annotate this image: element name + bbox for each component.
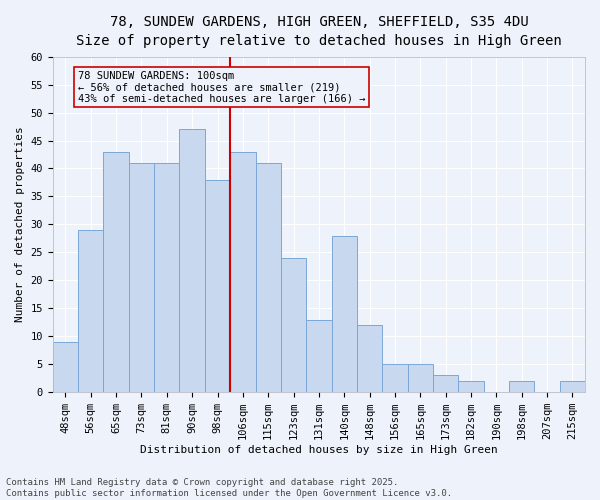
Title: 78, SUNDEW GARDENS, HIGH GREEN, SHEFFIELD, S35 4DU
Size of property relative to : 78, SUNDEW GARDENS, HIGH GREEN, SHEFFIEL… bbox=[76, 15, 562, 48]
Bar bbox=[103, 152, 129, 392]
Y-axis label: Number of detached properties: Number of detached properties bbox=[15, 126, 25, 322]
Bar bbox=[332, 236, 357, 392]
X-axis label: Distribution of detached houses by size in High Green: Distribution of detached houses by size … bbox=[140, 445, 498, 455]
Bar bbox=[382, 364, 407, 392]
Bar bbox=[407, 364, 433, 392]
Bar bbox=[78, 230, 103, 392]
Bar bbox=[281, 258, 306, 392]
Bar bbox=[256, 163, 281, 392]
Bar bbox=[357, 325, 382, 392]
Bar bbox=[230, 152, 256, 392]
Bar bbox=[53, 342, 78, 392]
Bar bbox=[179, 130, 205, 392]
Bar bbox=[560, 381, 585, 392]
Bar bbox=[306, 320, 332, 392]
Bar bbox=[154, 163, 179, 392]
Text: 78 SUNDEW GARDENS: 100sqm
← 56% of detached houses are smaller (219)
43% of semi: 78 SUNDEW GARDENS: 100sqm ← 56% of detac… bbox=[78, 70, 365, 104]
Text: Contains HM Land Registry data © Crown copyright and database right 2025.
Contai: Contains HM Land Registry data © Crown c… bbox=[6, 478, 452, 498]
Bar bbox=[509, 381, 535, 392]
Bar bbox=[458, 381, 484, 392]
Bar bbox=[129, 163, 154, 392]
Bar bbox=[433, 376, 458, 392]
Bar bbox=[205, 180, 230, 392]
